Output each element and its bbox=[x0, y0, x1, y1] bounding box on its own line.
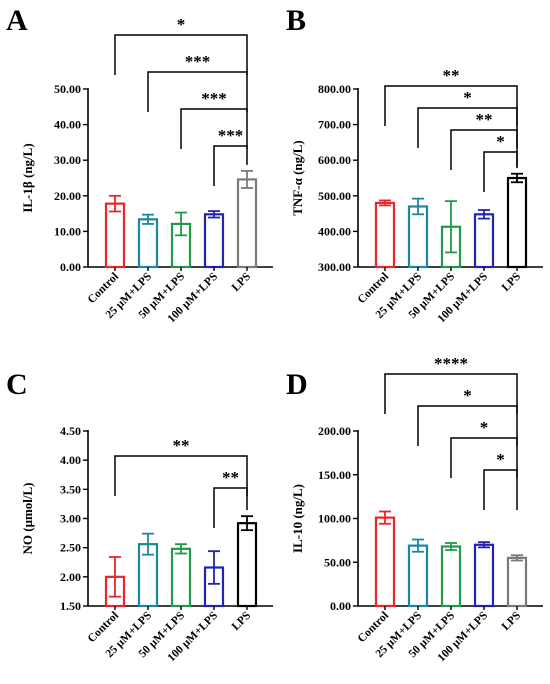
panel-d-y-axis-label: IL-10 (ng/L) bbox=[290, 484, 305, 553]
panel-d-letter: D bbox=[286, 368, 308, 401]
panel-a-significance-label: * bbox=[177, 15, 186, 34]
panel-d-significance-bracket bbox=[417, 405, 518, 446]
panel-d-y-tick-label: 150.00 bbox=[318, 468, 351, 482]
panel-c-significance-label: ** bbox=[173, 436, 190, 455]
panel-d-significance-bracket bbox=[450, 437, 518, 478]
panel-a-category-label: LPS bbox=[230, 271, 253, 294]
panel-d-bar bbox=[374, 516, 396, 608]
panel-c-y-tick-label: 3.50 bbox=[60, 482, 81, 496]
panel-a-y-tick-label: 40.00 bbox=[54, 118, 81, 132]
panel-b-category-label: LPS bbox=[500, 271, 523, 294]
panel-b-significance-bracket bbox=[450, 129, 518, 170]
panel-b-significance-label: * bbox=[496, 132, 505, 151]
panel-b-y-tick-label: 500.00 bbox=[318, 189, 351, 203]
panel-c-bar bbox=[236, 522, 258, 608]
panel-c-y-tick-label: 3.00 bbox=[60, 512, 81, 526]
panel-b-significance-bracket bbox=[417, 107, 518, 148]
panel-d-bar bbox=[506, 556, 528, 608]
panel-c-significance-bracket bbox=[213, 487, 248, 528]
panel-b-bar bbox=[506, 176, 528, 269]
panel-a-bar bbox=[137, 218, 159, 269]
panel-a-bar bbox=[104, 202, 126, 269]
panel-b-significance-bracket bbox=[483, 151, 518, 192]
panel-a-y-axis-label: IL-1β (ng/L) bbox=[20, 143, 35, 212]
panel-d-significance-label: * bbox=[480, 418, 489, 437]
panel-c-significance-label: ** bbox=[222, 468, 239, 487]
panel-d-significance-bracket bbox=[384, 373, 518, 414]
panel-a-bar bbox=[236, 178, 258, 269]
panel-d-significance-bracket bbox=[483, 469, 518, 510]
panel-c-y-tick-label: 2.00 bbox=[60, 570, 81, 584]
panel-b-y-tick-label: 400.00 bbox=[318, 224, 351, 238]
panel-c-category-label: LPS bbox=[230, 610, 253, 633]
panel-b-bar bbox=[407, 205, 429, 269]
panel-b-y-tick-label: 700.00 bbox=[318, 118, 351, 132]
panel-c-y-tick-label: 4.50 bbox=[60, 424, 81, 438]
panel-a-y-tick-label: 0.00 bbox=[60, 260, 81, 274]
panel-d-y-tick-label: 0.00 bbox=[330, 599, 351, 613]
panel-b-bar bbox=[374, 201, 396, 269]
panel-a-y-tick-label: 20.00 bbox=[54, 189, 81, 203]
panel-c-y-tick-label: 4.00 bbox=[60, 453, 81, 467]
panel-c: C NO (μmol/L) 1.50 2.00 2.50 3.00 3.50 4.00 4.… bbox=[6, 368, 273, 664]
panel-c-bar bbox=[170, 547, 192, 608]
panel-a-significance-label: *** bbox=[218, 126, 244, 145]
panel-a-y-tick-label: 10.00 bbox=[54, 224, 81, 238]
panel-d-y-tick-label: 100.00 bbox=[318, 512, 351, 526]
panel-d-significance-label: * bbox=[463, 386, 472, 405]
panel-b: B TNF-α (ng/L) 300.00 400.00 500.00 600.00 7… bbox=[286, 4, 543, 325]
panel-b-y-tick-label: 600.00 bbox=[318, 153, 351, 167]
panel-b-y-axis-label: TNF-α (ng/L) bbox=[290, 140, 305, 216]
panel-d-bar bbox=[407, 544, 429, 608]
panel-c-significance-bracket bbox=[114, 455, 248, 496]
panel-a: A IL-1β (ng/L) 0.00 10.00 20.00 30.00 40.00 5… bbox=[6, 4, 273, 325]
panel-b-significance-label: ** bbox=[476, 110, 493, 129]
panel-d-category-label: LPS bbox=[500, 610, 523, 633]
panel-d-significance-label: * bbox=[496, 450, 505, 469]
panel-a-bar bbox=[203, 213, 225, 269]
panel-a-y-tick-label: 50.00 bbox=[54, 82, 81, 96]
panel-b-y-tick-label: 800.00 bbox=[318, 82, 351, 96]
panel-d: D IL-10 (ng/L) 0.00 50.00 100.00 150.00 200.… bbox=[286, 354, 543, 664]
panel-a-significance-bracket bbox=[180, 108, 248, 149]
panel-c-y-tick-label: 1.50 bbox=[60, 599, 81, 613]
panel-d-y-tick-label: 200.00 bbox=[318, 424, 351, 438]
panel-b-significance-label: ** bbox=[443, 66, 460, 85]
panel-a-significance-label: *** bbox=[201, 89, 227, 108]
panel-d-y-tick-label: 50.00 bbox=[324, 555, 351, 569]
panel-a-significance-bracket bbox=[213, 145, 248, 186]
panel-b-y-tick-label: 300.00 bbox=[318, 260, 351, 274]
panel-b-letter: B bbox=[286, 4, 306, 37]
panel-c-y-tick-label: 2.50 bbox=[60, 541, 81, 555]
panel-d-bar bbox=[473, 543, 495, 608]
panel-a-letter: A bbox=[6, 4, 28, 37]
panel-d-significance-label: **** bbox=[434, 354, 468, 373]
panel-a-y-tick-label: 30.00 bbox=[54, 153, 81, 167]
panel-d-bar bbox=[440, 545, 462, 608]
panel-b-significance-label: * bbox=[463, 88, 472, 107]
panel-a-significance-label: *** bbox=[185, 52, 211, 71]
panel-b-significance-bracket bbox=[384, 85, 518, 126]
panel-a-significance-bracket bbox=[114, 34, 248, 75]
panel-b-bar bbox=[473, 213, 495, 269]
panel-c-letter: C bbox=[6, 368, 28, 401]
panel-a-significance-bracket bbox=[147, 71, 248, 112]
panel-c-y-axis-label: NO (μmol/L) bbox=[20, 482, 35, 554]
